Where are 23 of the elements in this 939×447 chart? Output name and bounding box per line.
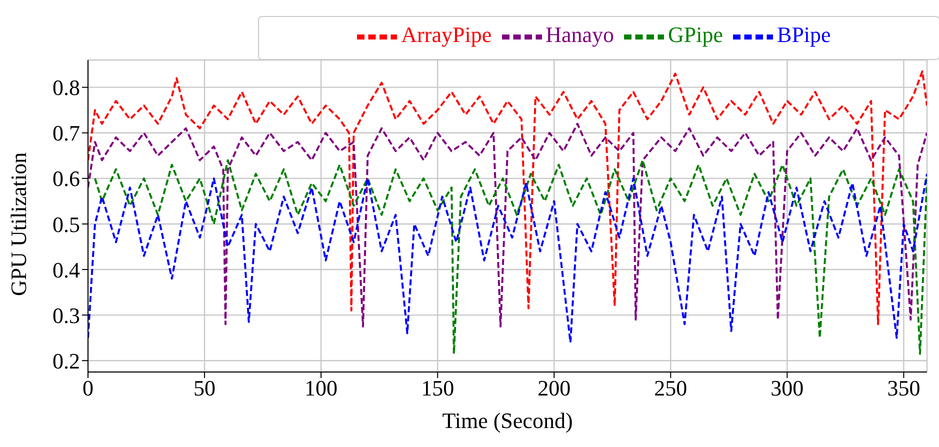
x-tick-label: 250 [654, 376, 688, 401]
legend-label: ArrayPipe [401, 22, 492, 48]
line-series [88, 70, 927, 326]
line-series [88, 122, 927, 328]
legend-label: Hanayo [546, 22, 614, 48]
x-tick-label: 150 [421, 376, 454, 401]
x-tick-label: 300 [770, 376, 804, 401]
y-tick-label: 0.8 [52, 75, 80, 100]
legend-label: GPipe [668, 22, 724, 48]
x-tick-label: 350 [887, 376, 920, 401]
legend-label: BPipe [777, 22, 831, 48]
x-tick-label: 50 [194, 376, 216, 401]
y-tick-label: 0.6 [52, 166, 80, 192]
y-tick-label: 0.5 [52, 212, 80, 237]
x-tick-label: 100 [304, 376, 338, 401]
x-tick-label: 0 [82, 376, 94, 401]
y-tick-label: 0.7 [52, 120, 80, 146]
y-tick-label: 0.3 [52, 302, 80, 328]
y-axis-title: GPU Utilization [6, 152, 31, 296]
x-tick-label: 200 [538, 376, 571, 401]
y-tick-label: 0.2 [52, 348, 80, 374]
x-axis-title: Time (Second) [442, 408, 573, 433]
y-tick-label: 0.4 [52, 257, 80, 282]
